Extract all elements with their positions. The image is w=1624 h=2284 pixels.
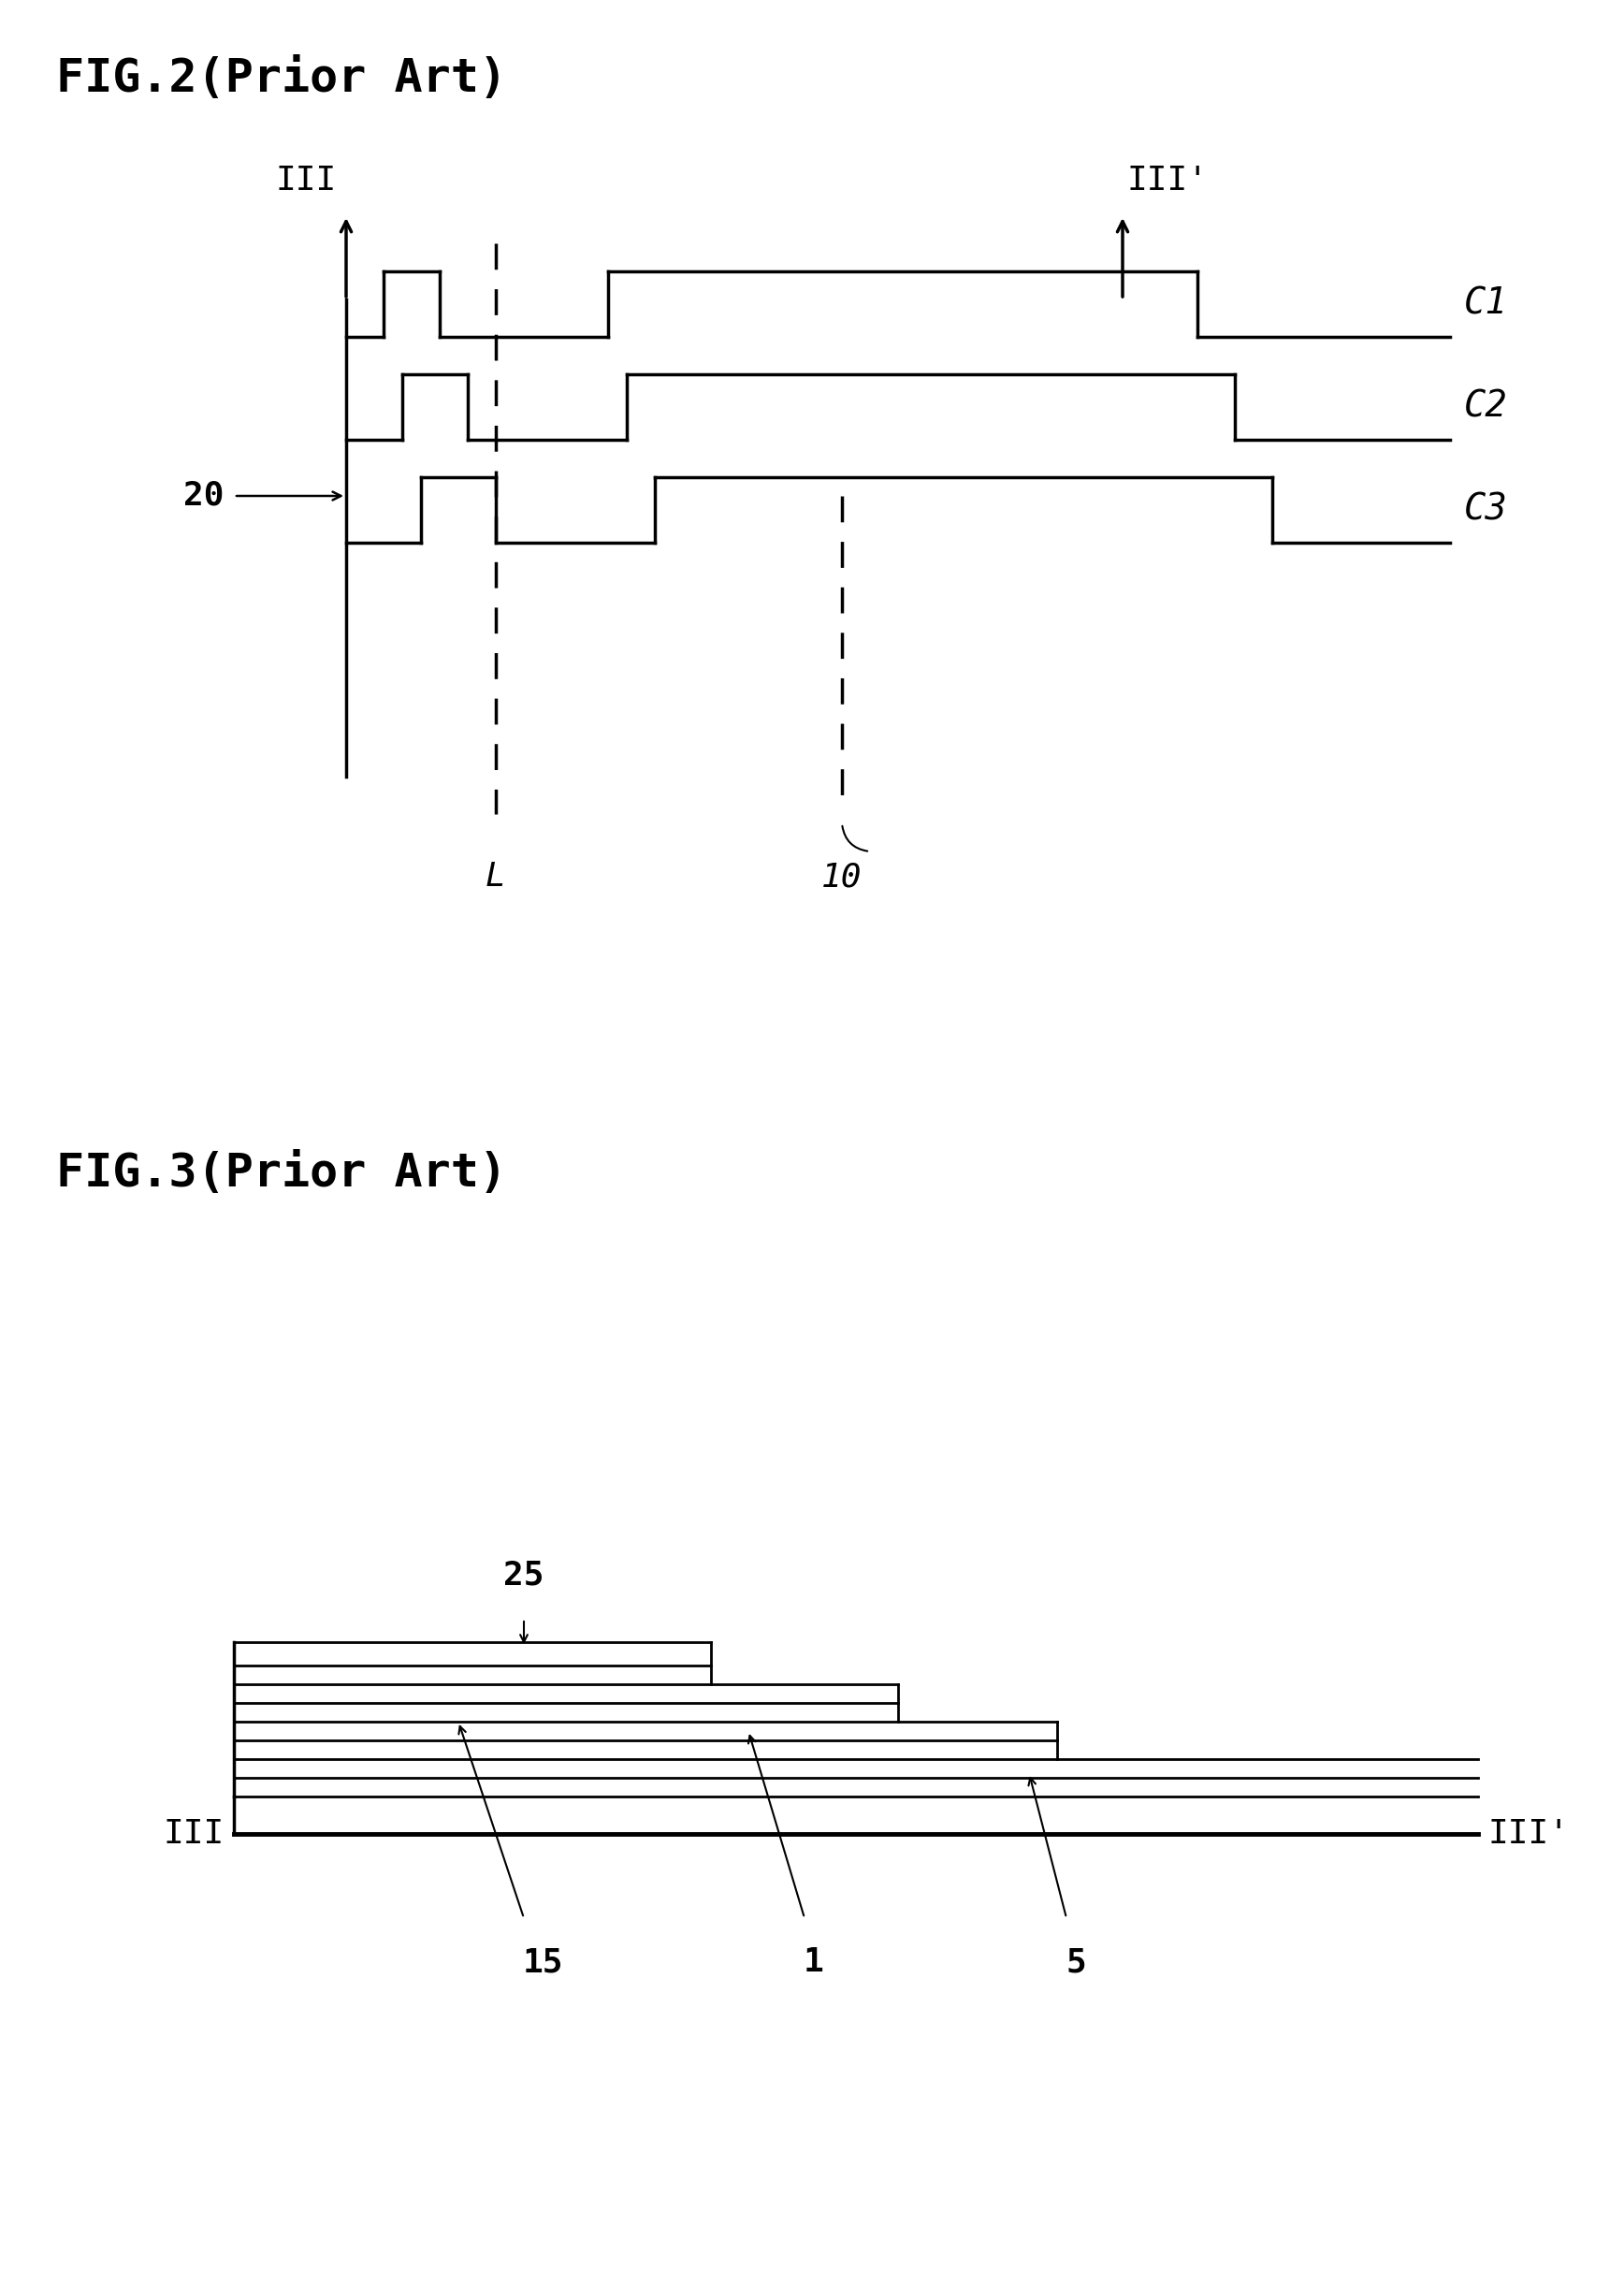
Text: C3: C3 — [1463, 491, 1507, 528]
Text: 10: 10 — [822, 861, 862, 893]
Text: L: L — [486, 861, 507, 893]
Text: 25: 25 — [503, 1560, 544, 1590]
Text: C2: C2 — [1463, 388, 1507, 425]
Text: III': III' — [1127, 164, 1208, 196]
Text: C1: C1 — [1463, 286, 1507, 322]
Text: FIG.3(Prior Art): FIG.3(Prior Art) — [57, 1151, 507, 1197]
Text: III': III' — [1488, 1818, 1569, 1850]
Text: III: III — [164, 1818, 224, 1850]
Text: III: III — [276, 164, 336, 196]
Text: FIG.2(Prior Art): FIG.2(Prior Art) — [57, 57, 507, 100]
Text: 15: 15 — [523, 1946, 564, 1978]
Text: 20: 20 — [184, 480, 224, 512]
Text: 1: 1 — [804, 1946, 823, 1978]
Text: 5: 5 — [1065, 1946, 1086, 1978]
